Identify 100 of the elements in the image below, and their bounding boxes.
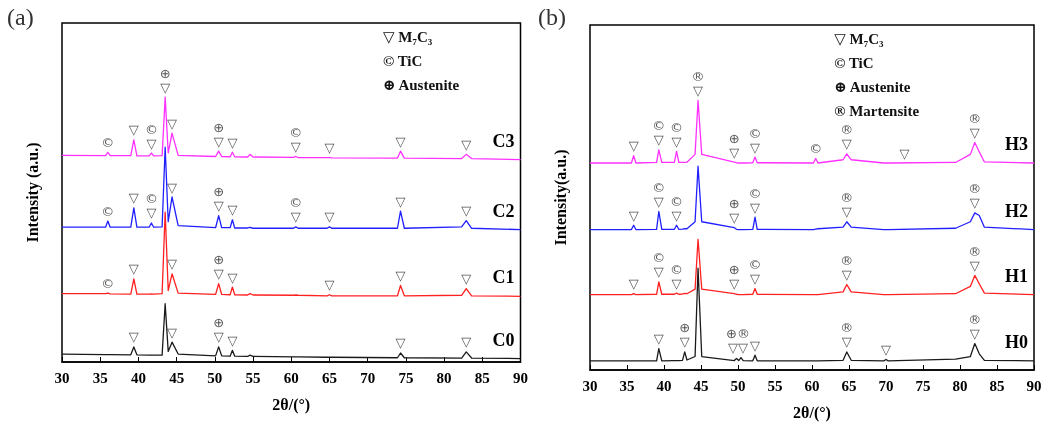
annotation: ▽ (750, 337, 761, 353)
x-tick-label: 65 (321, 369, 337, 386)
x-tick-label: 45 (169, 369, 185, 386)
chart-title: (b) (538, 4, 566, 30)
x-tick-label: 80 (436, 369, 452, 386)
text: ▽ M₇C₃ (834, 30, 884, 47)
annotation: ▽ (461, 136, 472, 152)
annotation: ⊕ ▽ (728, 196, 740, 226)
annotation: © (101, 275, 115, 291)
annotation: © ▽ (670, 119, 684, 149)
x-tick-label: 35 (92, 369, 108, 386)
annotation: © ▽ (748, 185, 762, 215)
series-label: H3 (1004, 134, 1028, 154)
annotation: ▽ (395, 267, 406, 283)
annotation: © ▽ (652, 118, 666, 148)
x-tick-label: 55 (767, 377, 783, 394)
x-tick-label: 35 (619, 377, 635, 394)
annotation: © ▽ (144, 191, 158, 221)
annotation: ▽ (395, 133, 406, 149)
x-tick-label: 30 (54, 369, 70, 386)
annotation: © ▽ (289, 124, 303, 154)
annotation: ▽ (167, 115, 178, 131)
annotation: ▽ (461, 334, 472, 350)
x-tick-label: 85 (989, 377, 1005, 394)
annotation: © ▽ (748, 257, 762, 287)
annotation: ▽ (128, 329, 139, 345)
annotation: © ▽ (652, 250, 666, 280)
series-label: C0 (492, 329, 515, 350)
annotation: ▽ (324, 209, 335, 225)
x-tick-label: 75 (915, 377, 931, 394)
series-label: C3 (492, 130, 515, 151)
annotation: ⊕ ▽ (213, 184, 225, 214)
x-tick-label: 50 (730, 377, 746, 394)
annotation: ▽ (461, 271, 472, 287)
annotation: © ▽ (289, 195, 303, 225)
x-tick-label: 70 (878, 377, 894, 394)
annotation: © ▽ (652, 180, 666, 210)
annotation: © (101, 134, 115, 150)
annotation: ⊕ ▽ (159, 65, 171, 95)
y-axis-title: Intensity (a.u.) (23, 142, 42, 243)
chart-title: (a) (7, 4, 34, 30)
annotation: ▽ (128, 122, 139, 138)
annotation: © (101, 203, 115, 219)
annotation: ® ▽ (840, 253, 854, 283)
x-tick-label: 40 (130, 369, 146, 386)
annotation: ® Martensite (834, 102, 920, 119)
annotation: ▽ (128, 190, 139, 206)
text: ⊕ Austenite (382, 76, 460, 93)
text: © TiC (834, 54, 874, 71)
text: ▽ M₇C₃ (382, 28, 433, 45)
x-tick-label: 60 (804, 377, 820, 394)
annotation: ▽ (899, 145, 910, 161)
annotation: ▽ (227, 332, 238, 348)
annotation: ▽ (461, 203, 472, 219)
annotation: © ▽ (670, 261, 684, 291)
annotation: ▽ (227, 202, 238, 218)
x-tick-label: 80 (952, 377, 968, 394)
series-label: H1 (1004, 265, 1028, 286)
x-tick-label: 75 (398, 369, 414, 386)
x-tick-label: 60 (283, 369, 299, 386)
annotation: © ▽ (670, 193, 684, 223)
series-label: H2 (1004, 200, 1028, 221)
x-tick-label: 65 (841, 377, 857, 394)
text: © TiC (382, 52, 423, 69)
annotation: ▽ (227, 269, 238, 285)
annotation: ▽ (167, 179, 178, 195)
annotation: ⊕ ▽ (728, 262, 740, 292)
series-label: H0 (1004, 331, 1028, 352)
x-axis-title: 2θ/(°) (793, 403, 831, 422)
annotation: ® ▽ (968, 111, 982, 141)
annotation: © ▽ (144, 121, 158, 151)
annotation: ▽ (395, 335, 406, 351)
text: ⊕ Austenite (834, 78, 911, 95)
annotation: ▽ (653, 331, 664, 347)
x-tick-label: 50 (207, 369, 223, 386)
annotation: ▽ (881, 341, 891, 357)
annotation: ▽ (628, 276, 639, 292)
annotation: ⊕ ▽ (679, 320, 691, 350)
annotation: ⊕® ▽▽ (726, 326, 750, 356)
annotation: ▽ (324, 277, 335, 293)
annotation: ▽ (128, 261, 139, 277)
annotation: ® ▽ (968, 243, 982, 273)
annotation: ® ▽ (968, 312, 982, 342)
annotation: ▽ (227, 134, 238, 150)
annotation: ⊕ ▽ (213, 315, 225, 345)
annotation: ⊕ ▽ (213, 119, 225, 149)
x-tick-label: 90 (513, 369, 528, 386)
annotation: ▽ (395, 193, 406, 209)
annotation: ⊕ ▽ (213, 252, 225, 282)
annotation: © ▽ (748, 125, 762, 155)
x-tick-label: 40 (656, 377, 672, 394)
annotation: ® ▽ (691, 68, 705, 98)
annotation: ▽ (628, 138, 639, 154)
annotation: ⊕ ▽ (728, 130, 740, 160)
x-tick-label: 55 (245, 369, 261, 386)
annotation: ▽ (324, 140, 335, 156)
annotation: ® ▽ (840, 320, 854, 350)
x-tick-label: 70 (360, 369, 376, 386)
annotation: © (809, 140, 823, 156)
x-tick-label: 30 (582, 377, 598, 394)
